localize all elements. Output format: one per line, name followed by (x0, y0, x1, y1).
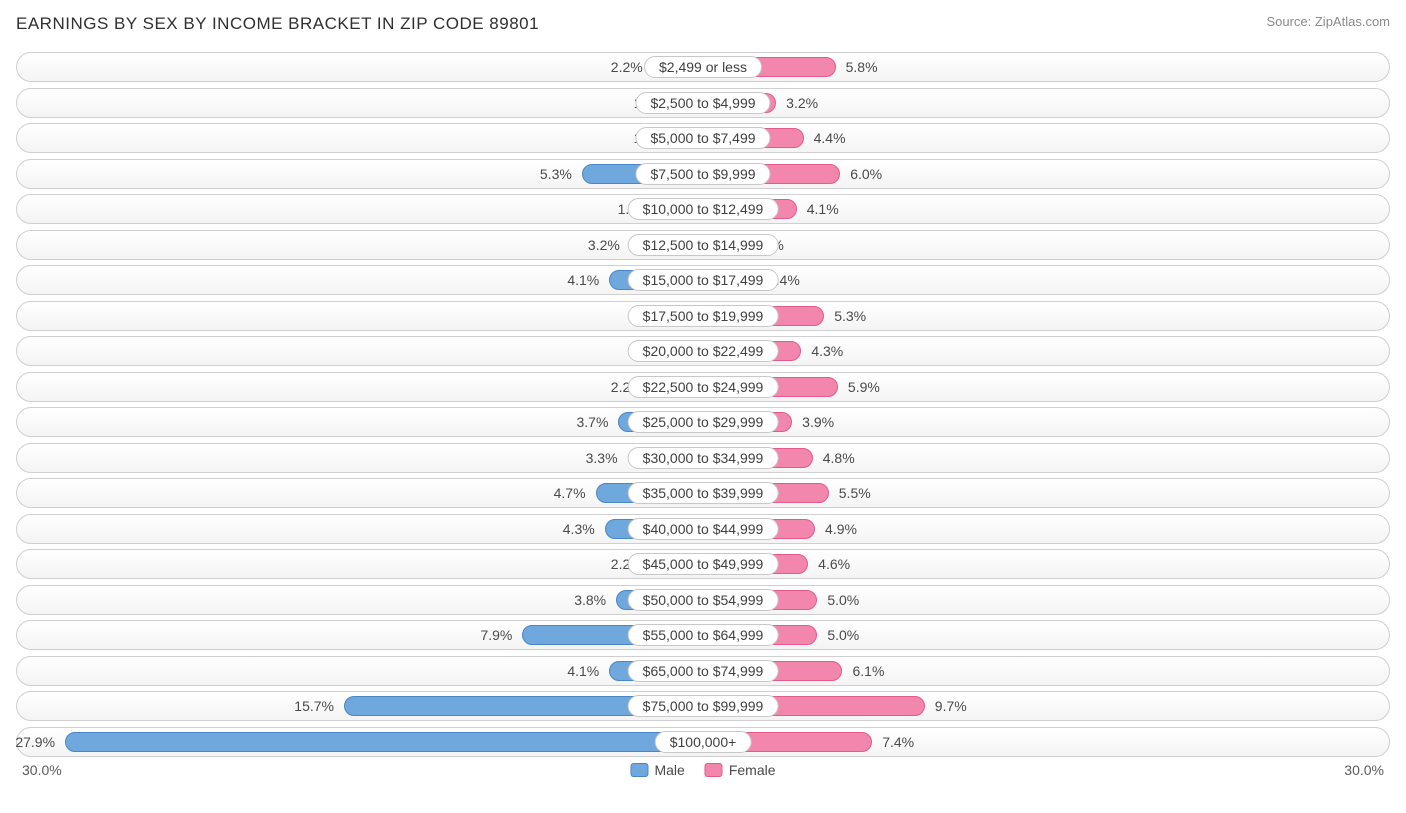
female-value: 5.0% (827, 621, 859, 649)
legend-female-label: Female (729, 762, 776, 778)
category-label: $25,000 to $29,999 (628, 411, 779, 433)
female-value: 7.4% (882, 728, 914, 756)
male-value: 3.3% (586, 444, 618, 472)
category-label: $15,000 to $17,499 (628, 269, 779, 291)
chart-footer: 30.0% Male Female 30.0% (16, 762, 1390, 786)
chart-row: 15.7% 9.7% $75,000 to $99,999 (16, 691, 1390, 721)
female-value: 4.8% (823, 444, 855, 472)
male-value: 2.2% (611, 53, 643, 81)
chart-row: 4.7% 5.5% $35,000 to $39,999 (16, 478, 1390, 508)
chart-row: 4.1%2.4%$15,000 to $17,499 (16, 265, 1390, 295)
chart-row: 3.8% 5.0% $50,000 to $54,999 (16, 585, 1390, 615)
chart-title: EARNINGS BY SEX BY INCOME BRACKET IN ZIP… (16, 14, 539, 34)
chart-row: 3.2%1.7%$12,500 to $14,999 (16, 230, 1390, 260)
chart-row: 2.2% 5.8% $2,499 or less (16, 52, 1390, 82)
chart-row: 3.7% 3.9% $25,000 to $29,999 (16, 407, 1390, 437)
male-value: 4.7% (554, 479, 586, 507)
female-value: 4.3% (811, 337, 843, 365)
female-value: 5.0% (827, 586, 859, 614)
chart-row: 5.3% 6.0% $7,500 to $9,999 (16, 159, 1390, 189)
chart-header: EARNINGS BY SEX BY INCOME BRACKET IN ZIP… (16, 14, 1390, 34)
male-swatch-icon (630, 763, 648, 777)
legend-male: Male (630, 762, 684, 778)
female-value: 3.2% (786, 89, 818, 117)
chart-row: 27.9% 7.4% $100,000+ (16, 727, 1390, 757)
female-value: 5.9% (848, 373, 880, 401)
chart-row: 2.2%5.9%$22,500 to $24,999 (16, 372, 1390, 402)
category-label: $10,000 to $12,499 (628, 198, 779, 220)
female-value: 3.9% (802, 408, 834, 436)
category-label: $17,500 to $19,999 (628, 305, 779, 327)
category-label: $45,000 to $49,999 (628, 553, 779, 575)
male-value: 3.2% (588, 231, 620, 259)
chart-legend: Male Female (630, 762, 775, 778)
female-value: 9.7% (935, 692, 967, 720)
axis-max-right: 30.0% (1344, 762, 1384, 778)
category-label: $35,000 to $39,999 (628, 482, 779, 504)
male-value: 4.1% (567, 657, 599, 685)
male-value: 4.3% (563, 515, 595, 543)
category-label: $2,499 or less (644, 56, 762, 78)
male-value: 5.3% (540, 160, 572, 188)
female-value: 6.0% (850, 160, 882, 188)
category-label: $2,500 to $4,999 (635, 92, 770, 114)
butterfly-chart: 2.2%5.8%$2,499 or less1.2%3.2%$2,500 to … (16, 52, 1390, 757)
male-value: 27.9% (15, 728, 55, 756)
male-value: 3.7% (576, 408, 608, 436)
male-value: 7.9% (480, 621, 512, 649)
male-value: 3.8% (574, 586, 606, 614)
male-value: 4.1% (567, 266, 599, 294)
category-label: $22,500 to $24,999 (628, 376, 779, 398)
category-label: $65,000 to $74,999 (628, 660, 779, 682)
category-label: $5,000 to $7,499 (635, 127, 770, 149)
chart-row: 1.9%4.1%$10,000 to $12,499 (16, 194, 1390, 224)
chart-row: 0.85%4.3%$20,000 to $22,499 (16, 336, 1390, 366)
category-label: $20,000 to $22,499 (628, 340, 779, 362)
female-value: 5.5% (839, 479, 871, 507)
chart-row: 2.2%4.6%$45,000 to $49,999 (16, 549, 1390, 579)
category-label: $30,000 to $34,999 (628, 447, 779, 469)
category-label: $75,000 to $99,999 (628, 695, 779, 717)
chart-row: 4.3% 4.9% $40,000 to $44,999 (16, 514, 1390, 544)
female-value: 4.4% (814, 124, 846, 152)
category-label: $7,500 to $9,999 (635, 163, 770, 185)
female-swatch-icon (705, 763, 723, 777)
category-label: $12,500 to $14,999 (628, 234, 779, 256)
axis-max-left: 30.0% (22, 762, 62, 778)
female-value: 6.1% (852, 657, 884, 685)
chart-row: 3.3% 4.8% $30,000 to $34,999 (16, 443, 1390, 473)
male-value: 15.7% (294, 692, 334, 720)
category-label: $100,000+ (655, 731, 752, 753)
male-bar (65, 732, 703, 752)
category-label: $40,000 to $44,999 (628, 518, 779, 540)
female-value: 5.3% (834, 302, 866, 330)
female-value: 4.9% (825, 515, 857, 543)
chart-row: 1.2%3.2%$2,500 to $4,999 (16, 88, 1390, 118)
category-label: $50,000 to $54,999 (628, 589, 779, 611)
chart-source: Source: ZipAtlas.com (1266, 14, 1390, 29)
legend-female: Female (705, 762, 776, 778)
chart-row: 1.2%4.4%$5,000 to $7,499 (16, 123, 1390, 153)
chart-row: 0.23%5.3%$17,500 to $19,999 (16, 301, 1390, 331)
female-value: 5.8% (846, 53, 878, 81)
chart-row: 4.1% 6.1% $65,000 to $74,999 (16, 656, 1390, 686)
category-label: $55,000 to $64,999 (628, 624, 779, 646)
chart-row: 7.9% 5.0% $55,000 to $64,999 (16, 620, 1390, 650)
female-value: 4.1% (807, 195, 839, 223)
female-value: 4.6% (818, 550, 850, 578)
legend-male-label: Male (654, 762, 684, 778)
